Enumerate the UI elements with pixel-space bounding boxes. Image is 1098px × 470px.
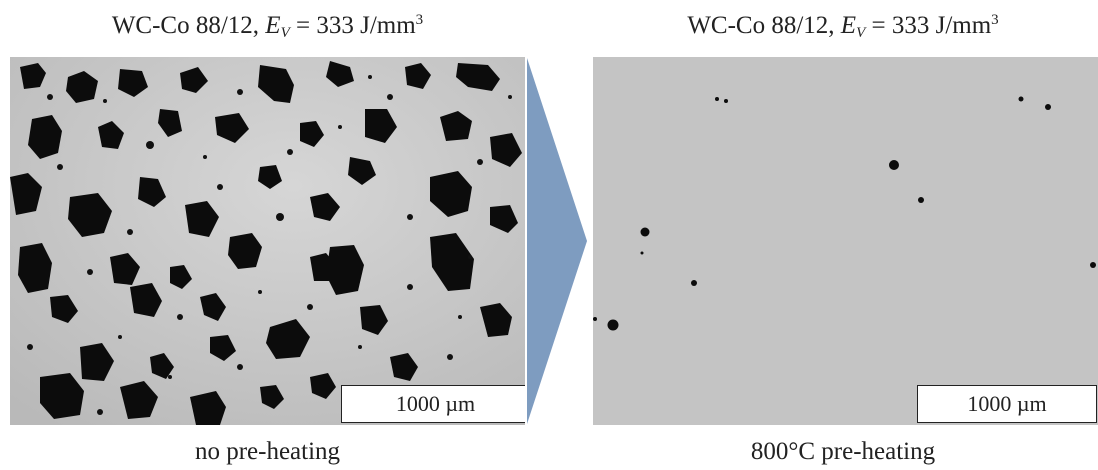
title-left-prefix: WC-Co 88/12,: [111, 12, 266, 39]
micrograph-right-800c-preheating: 1000 µm: [593, 57, 1098, 425]
pores-right: [593, 96, 1096, 331]
scale-bar-right: 1000 µm: [917, 385, 1097, 423]
title-right-value: = 333 J/mm: [865, 12, 992, 39]
title-left-unit-exponent: 3: [415, 12, 424, 28]
title-right-unit-exponent: 3: [991, 12, 999, 28]
caption-left: no pre-heating: [194, 438, 341, 465]
title-right-prefix: WC-Co 88/12,: [687, 12, 841, 39]
title-left-energy-symbol: E: [265, 12, 281, 39]
micrograph-left-title: WC-Co 88/12, EV = 333 J/mm3: [10, 12, 525, 42]
title-left-energy-subscript: V: [280, 25, 290, 41]
title-right-energy-symbol: E: [840, 12, 857, 39]
small-pores-left: [27, 75, 512, 415]
micrograph-right-title: WC-Co 88/12, EV = 333 J/mm3: [593, 12, 1093, 42]
arrow-right-icon: [527, 58, 587, 429]
caption-right: 800°C pre-heating: [750, 438, 936, 465]
micrograph-left-no-preheating: 1000 µm: [10, 57, 525, 425]
micrograph-left-image: [10, 57, 525, 425]
title-left-value: = 333 J/mm: [289, 12, 416, 39]
scale-bar-left: 1000 µm: [341, 385, 525, 423]
title-right-energy-subscript: V: [856, 25, 866, 41]
micrograph-right-image: [593, 57, 1098, 425]
pore-cluster-left: [10, 61, 522, 425]
